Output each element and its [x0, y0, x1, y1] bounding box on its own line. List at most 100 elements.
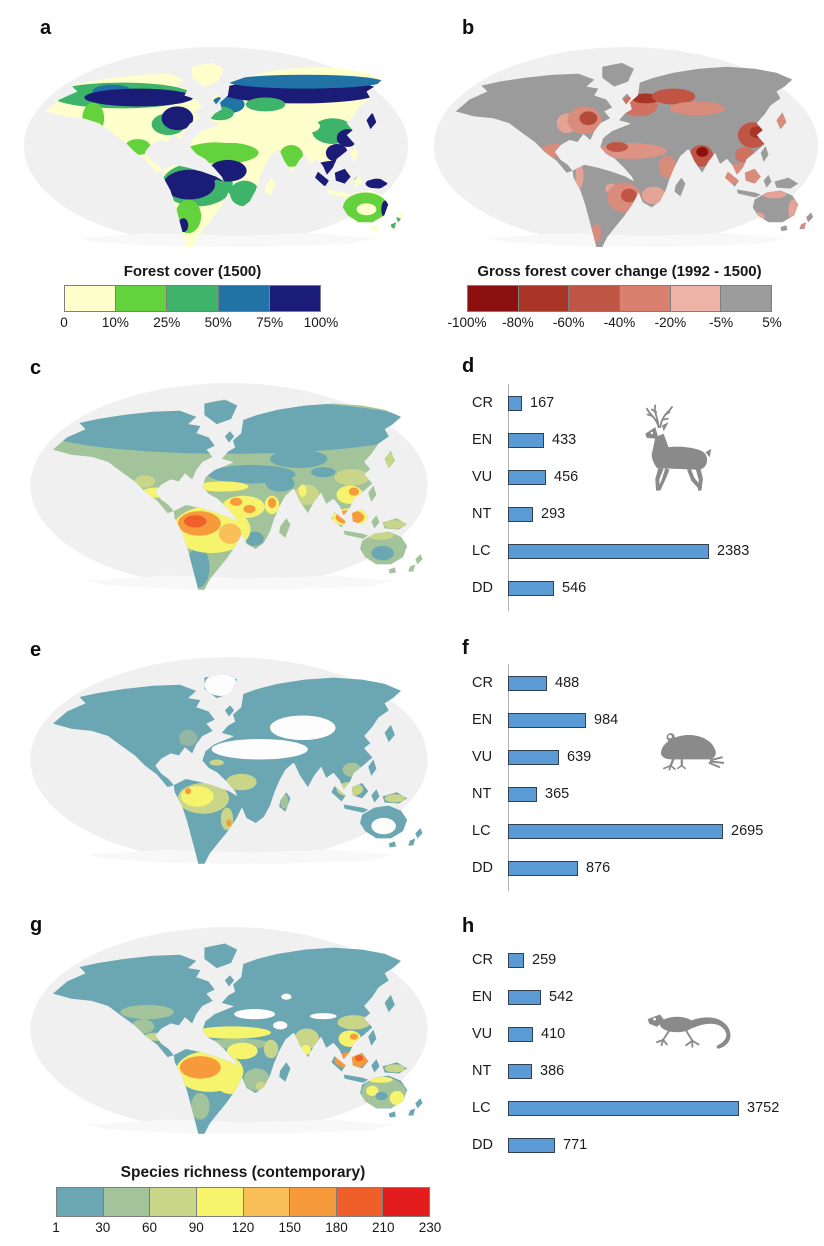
- world-map-forest-change: [433, 47, 819, 247]
- forest-cover-colorbar: [64, 285, 321, 312]
- bar-category-label: EN: [472, 432, 493, 448]
- colorbar-swatch: [115, 286, 167, 311]
- bar-value-label: 2695: [731, 823, 764, 839]
- colorbar-tick-label: -100%: [447, 315, 487, 330]
- bar-lc: [508, 544, 709, 559]
- panel-letter-f: f: [462, 637, 469, 659]
- bar-value-label: 639: [567, 749, 592, 765]
- colorbar-tick-label: -80%: [502, 315, 534, 330]
- colorbar-tick-label: 50%: [204, 315, 232, 330]
- forest-change-legend: Gross forest cover change (1992 - 1500) …: [447, 263, 781, 332]
- colorbar-tick-label: 25%: [153, 315, 181, 330]
- panel-letter-e: e: [30, 639, 42, 661]
- bar-category-label: LC: [472, 1100, 491, 1116]
- colorbar-swatch: [517, 286, 569, 311]
- colorbar-tick-label: 100%: [303, 315, 339, 330]
- colorbar-swatch: [335, 1188, 383, 1216]
- panel-letter-d: d: [462, 355, 475, 377]
- colorbar-swatch: [242, 1188, 290, 1216]
- colorbar-tick-label: 30: [95, 1220, 111, 1235]
- forest-cover-legend-title: Forest cover (1500): [123, 263, 262, 280]
- species-richness-legend-title: Species richness (contemporary): [120, 1164, 366, 1181]
- colorbar-tick-label: 150: [278, 1220, 302, 1235]
- bar-category-label: VU: [472, 469, 493, 485]
- colorbar-swatch: [669, 286, 721, 311]
- frog-silhouette-icon: [660, 733, 725, 771]
- colorbar-tick-label: 210: [371, 1220, 395, 1235]
- bar-value-label: 365: [545, 786, 570, 802]
- bar-en: [508, 433, 544, 448]
- colorbar-tick-label: 0: [60, 315, 68, 330]
- world-map-forest-cover: [23, 47, 409, 247]
- colorbar-swatch: [468, 286, 518, 311]
- bar-category-label: LC: [472, 543, 491, 559]
- colorbar-swatch: [149, 1188, 196, 1216]
- colorbar-swatch: [102, 1188, 150, 1216]
- colorbar-tick-label: 1: [52, 1220, 60, 1235]
- colorbar-tick-label: 60: [141, 1220, 158, 1235]
- bar-nt: [508, 507, 533, 522]
- colorbar-tick-label: 230: [418, 1220, 442, 1235]
- bar-dd: [508, 861, 578, 876]
- colorbar-tick-labels: -100% -80% -60% -40% -20% -5% 5%: [447, 315, 781, 332]
- lizard-silhouette-icon: [647, 1014, 731, 1049]
- colorbar-tick-label: 90: [188, 1220, 204, 1235]
- bar-vu: [508, 470, 546, 485]
- bar-value-label: 488: [555, 675, 580, 691]
- bar-value-label: 3752: [747, 1100, 780, 1116]
- bar-lc: [508, 824, 723, 839]
- bar-cr: [508, 953, 524, 968]
- deer-silhouette-icon: [645, 404, 712, 491]
- colorbar-tick-label: -60%: [552, 315, 585, 330]
- barchart-mammal-threat-status: CR 167 EN 433 VU 456 NT 293 LC 2383 DD 546: [460, 378, 810, 618]
- panel-letter-b: b: [462, 17, 475, 39]
- panel-letter-a: a: [40, 17, 52, 39]
- barchart-reptile-threat-status: CR 259 EN 542 VU 410 NT 386 LC 3752 DD 771: [460, 935, 810, 1175]
- bar-value-label: 167: [530, 395, 555, 411]
- bar-value-label: 2383: [717, 543, 750, 559]
- bar-value-label: 410: [541, 1026, 566, 1042]
- world-map-richness-amphibian: [30, 657, 428, 864]
- colorbar-swatch: [57, 1188, 103, 1216]
- bar-category-label: DD: [472, 1137, 493, 1153]
- colorbar-tick-labels: 1 30 60 90 120 150 180 210 230: [52, 1220, 441, 1237]
- colorbar-tick-label: 75%: [256, 315, 284, 330]
- bar-dd: [508, 581, 554, 596]
- colorbar-swatch: [166, 286, 218, 311]
- bar-value-label: 386: [540, 1063, 565, 1079]
- panel-letter-g: g: [30, 914, 43, 936]
- forest-cover-legend: Forest cover (1500) 0 10% 25% 50% 75% 100%: [60, 263, 338, 332]
- bar-chart-axis: [508, 664, 509, 891]
- bar-en: [508, 713, 586, 728]
- bar-value-label: 433: [552, 432, 577, 448]
- bar-chart-axis: [508, 384, 509, 611]
- colorbar-swatch: [619, 286, 670, 311]
- species-richness-legend: Species richness (contemporary) 1 30 60 90 1…: [52, 1164, 441, 1237]
- bar-category-label: VU: [472, 749, 493, 765]
- colorbar-swatch: [720, 286, 772, 311]
- colorbar-tick-label: 180: [325, 1220, 348, 1235]
- world-map-richness-reptile: [30, 927, 428, 1134]
- bar-value-label: 771: [563, 1137, 588, 1153]
- bar-value-label: 542: [549, 989, 574, 1005]
- bar-cr: [508, 396, 522, 411]
- species-richness-colorbar: [56, 1187, 430, 1217]
- forest-change-legend-title: Gross forest cover change (1992 - 1500): [477, 263, 762, 280]
- colorbar-swatch: [268, 286, 321, 311]
- bar-category-label: NT: [472, 786, 492, 802]
- bar-category-label: EN: [472, 712, 493, 728]
- colorbar-tick-label: 120: [231, 1220, 255, 1235]
- colorbar-tick-label: -20%: [654, 315, 687, 330]
- bar-value-label: 259: [532, 952, 557, 968]
- colorbar-swatch: [568, 286, 620, 311]
- bar-value-label: 456: [554, 469, 579, 485]
- world-map-richness-mammal: [30, 383, 428, 590]
- forest-change-colorbar: [467, 285, 772, 312]
- colorbar-tick-label: -40%: [603, 315, 636, 330]
- bar-category-label: CR: [472, 952, 493, 968]
- panel-letter-h: h: [462, 915, 475, 937]
- bar-value-label: 876: [586, 860, 611, 876]
- bar-category-label: EN: [472, 989, 493, 1005]
- bar-category-label: NT: [472, 1063, 492, 1079]
